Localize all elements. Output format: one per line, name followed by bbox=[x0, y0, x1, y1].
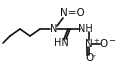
Text: NH: NH bbox=[78, 24, 92, 34]
Text: O: O bbox=[85, 53, 93, 63]
Text: +: + bbox=[93, 38, 99, 44]
Text: −: − bbox=[108, 37, 115, 45]
Text: N: N bbox=[50, 24, 58, 34]
Text: HN: HN bbox=[54, 38, 68, 48]
Text: O: O bbox=[100, 39, 108, 49]
Text: ″: ″ bbox=[93, 55, 96, 63]
Text: N: N bbox=[85, 39, 93, 49]
Text: N=O: N=O bbox=[60, 8, 84, 18]
